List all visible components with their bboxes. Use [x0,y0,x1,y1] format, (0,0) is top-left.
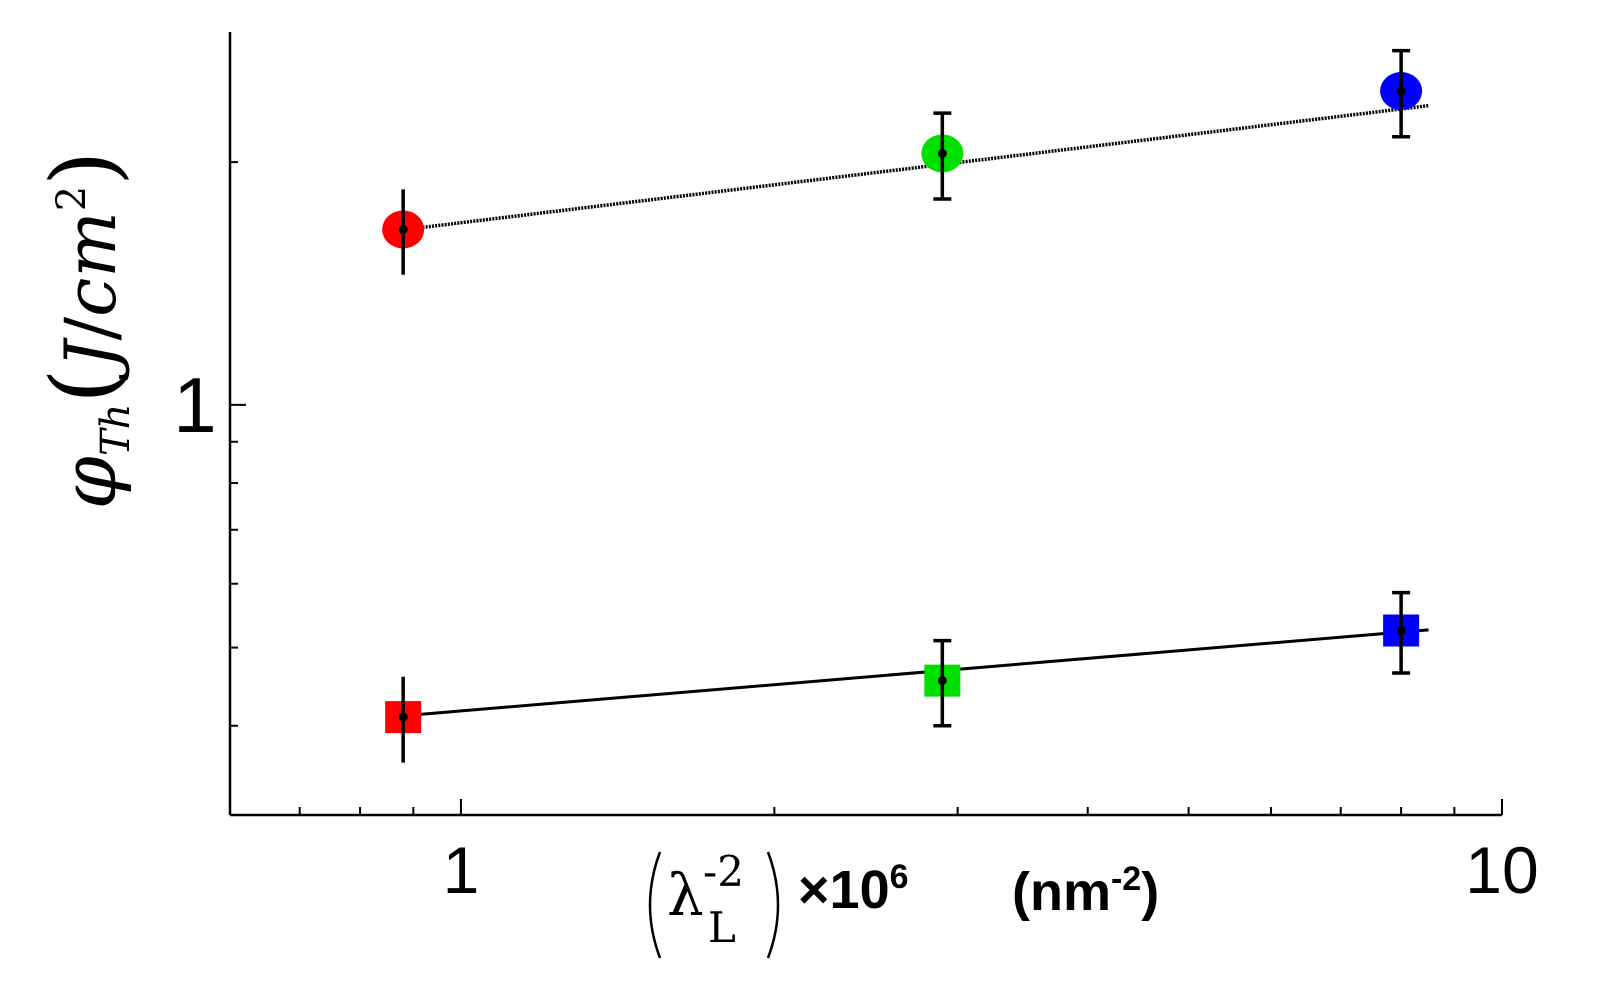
x-label-unit-text: (nm-2) [1012,860,1159,922]
data-point-s1-3 [1380,48,1423,139]
point-center-dot [1396,626,1406,636]
x-label-bracket-right [766,851,780,959]
y-tick-label-1: 1 [173,361,216,449]
y-label-phi: φ [44,456,133,509]
point-center-dot [937,676,947,686]
svg-text:φTh(J/cm2): φTh(J/cm2) [32,151,139,510]
data-points [382,48,1423,763]
fit-line-series-2 [387,628,1429,719]
data-point-s1-2 [921,111,964,201]
x-label-lambda: λ [667,861,704,929]
x-tick-label-10: 10 [1465,833,1538,907]
data-point-s2-1 [385,676,422,763]
axes [228,32,1502,817]
y-axis-label: φTh(J/cm2) [32,151,139,510]
point-center-dot [1396,86,1406,96]
y-label-sub: Th [93,404,139,456]
y-label-paren-close: ) [32,151,137,186]
x-label-unit-exp: -2 [1111,860,1141,898]
x-label-factor-text: ×106 [798,858,909,920]
x-label-bracket-left [648,851,662,959]
x-tick-label-1: 1 [443,833,480,907]
point-center-dot [398,224,408,234]
x-label-unit-open: (nm [1012,862,1111,922]
x-label-factor: ×10 [798,860,890,920]
point-center-dot [398,712,408,722]
point-center-dot [937,148,947,158]
y-label-unit-cm: cm [50,211,132,317]
ticks [229,161,1503,815]
data-point-s1-1 [382,189,425,275]
x-label-unit-close: ) [1141,862,1159,922]
data-point-s2-2 [924,638,961,728]
y-label-slash: / [50,316,132,340]
x-label-lambda-sub: L [708,903,736,952]
fit-line-series-1 [387,103,1429,234]
x-axis-label: λ -2 L ×106 (nm-2) [648,847,1159,959]
data-point-s2-3 [1383,590,1420,675]
y-label-unit-exp: 2 [49,186,95,211]
x-label-lambda-sup: -2 [703,847,744,896]
x-label-factor-exp: 6 [890,858,909,896]
y-label-paren-open: ( [32,369,137,404]
fit-lines [387,103,1429,719]
